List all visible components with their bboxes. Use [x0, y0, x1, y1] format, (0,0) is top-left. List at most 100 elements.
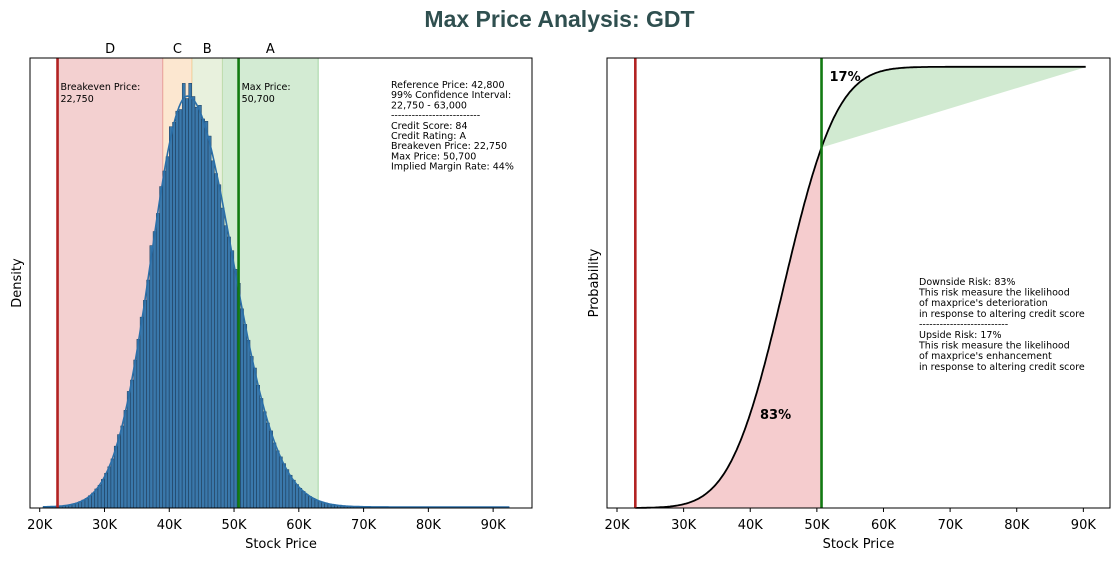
max-price-line-label: Max Price: — [242, 82, 291, 93]
histogram-bar — [275, 450, 280, 509]
x-tick-label: 50K — [804, 518, 830, 533]
histogram-bar — [217, 184, 222, 509]
histogram-bar — [227, 236, 231, 509]
x-tick-label: 80K — [1004, 518, 1030, 533]
histogram-bar — [288, 474, 293, 509]
x-tick-label: 70K — [351, 518, 377, 533]
info-line: Credit Score: 84 — [391, 121, 468, 132]
breakeven-line-value: 22,750 — [61, 94, 94, 105]
x-tick-label: 80K — [416, 518, 442, 533]
x-tick-label: 90K — [1071, 518, 1097, 533]
histogram-panel: D C B A Breakeven Price:22,750 Max Price:50,7… — [10, 42, 533, 552]
histogram-bar — [282, 463, 286, 509]
histogram-bar — [305, 494, 309, 509]
info-line: 99% Confidence Interval: — [391, 90, 511, 101]
histogram-bar — [130, 379, 134, 509]
histogram-bar — [301, 491, 306, 509]
x-tick-label: 20K — [27, 518, 53, 533]
histogram-bar — [220, 207, 225, 509]
x-axis-label: Stock Price — [823, 537, 895, 552]
histogram-bar — [308, 496, 312, 509]
histogram-bar — [175, 110, 180, 509]
info-line: 22,750 - 63,000 — [391, 100, 467, 111]
zone-label-a: A — [266, 42, 275, 57]
histogram-bar — [259, 398, 264, 509]
risk-info-line: -------------------------- — [919, 319, 1008, 330]
info-line: Breakeven Price: 22,750 — [391, 141, 507, 152]
x-tick-label: 20K — [604, 518, 630, 533]
histogram-bar — [198, 105, 202, 509]
histogram-bar — [243, 324, 248, 509]
histogram-bar — [295, 484, 299, 509]
histogram-bar — [279, 456, 283, 509]
histogram-bar — [185, 98, 189, 509]
y-axis-label: Density — [10, 258, 25, 308]
histogram-bar — [113, 445, 118, 509]
histogram-bar — [97, 484, 102, 509]
histogram-bar — [133, 359, 137, 509]
downside-percent: 83% — [760, 408, 791, 423]
histogram-bar — [214, 173, 218, 509]
histogram-bar — [139, 316, 144, 509]
plot-frame — [606, 57, 1111, 509]
histogram-bar — [285, 469, 290, 509]
x-tick-label: 50K — [221, 518, 247, 533]
risk-info-line: This risk measure the likelihood — [918, 341, 1070, 352]
histogram-bar — [233, 269, 238, 509]
x-tick-label: 90K — [481, 518, 507, 533]
plot-frame — [29, 57, 533, 509]
histogram-bar — [246, 339, 251, 509]
histogram-bar — [224, 225, 228, 509]
histogram-bar — [262, 411, 267, 509]
histogram-bar — [136, 338, 141, 509]
histogram-bar — [191, 96, 196, 509]
risk-info-line: Downside Risk: 83% — [919, 277, 1015, 288]
histogram-bar — [230, 250, 235, 509]
page-title: Max Price Analysis: GDT — [424, 6, 695, 32]
histogram-bar — [146, 279, 150, 509]
x-axis-label: Stock Price — [245, 537, 317, 552]
histogram-bar — [110, 458, 115, 509]
histogram-bar — [253, 367, 257, 509]
histogram-bar — [101, 479, 105, 509]
downside-area — [635, 147, 822, 508]
x-tick-label: 70K — [938, 518, 964, 533]
info-line: Implied Margin Rate: 44% — [391, 162, 514, 173]
info-line: Max Price: 50,700 — [391, 151, 476, 162]
histogram-bar — [194, 106, 199, 509]
kde-line — [43, 95, 510, 508]
cdf-panel: 17%83%Downside Risk: 83%This risk measur… — [587, 57, 1111, 552]
histogram-bar — [152, 231, 157, 509]
histogram-bar — [292, 479, 296, 509]
risk-info-line: of maxprice's deterioration — [919, 298, 1048, 309]
zone-label-b: B — [203, 42, 212, 57]
x-tick-label: 30K — [671, 518, 697, 533]
histogram-bar — [249, 356, 254, 509]
risk-info-line: in response to altering credit score — [919, 362, 1085, 373]
histogram-bar — [207, 135, 212, 509]
upside-area — [821, 66, 1087, 148]
risk-info-line: in response to altering credit score — [919, 309, 1085, 320]
histogram-bar — [107, 466, 112, 509]
histogram-bar — [269, 430, 273, 509]
x-tick-label: 30K — [92, 518, 118, 533]
info-line: Reference Price: 42,800 — [391, 80, 505, 91]
histogram-bar — [188, 83, 192, 509]
histogram-bar — [178, 109, 183, 509]
breakeven-line-label: Breakeven Price: — [61, 82, 141, 93]
histogram-bar — [156, 213, 160, 509]
risk-info-line: of maxprice's enhancement — [919, 351, 1052, 362]
x-tick-label: 60K — [286, 518, 312, 533]
histogram-bar — [311, 498, 316, 509]
histogram-bar — [143, 300, 147, 509]
histogram-bar — [201, 118, 205, 509]
x-tick-label: 40K — [157, 518, 183, 533]
histogram-bar — [181, 83, 186, 509]
histogram-bar — [149, 245, 154, 509]
info-line: Credit Rating: A — [391, 131, 466, 142]
histogram-bar — [120, 425, 124, 509]
histogram-bar — [162, 170, 167, 509]
histogram-bar — [159, 186, 163, 509]
histogram-bar — [266, 422, 270, 509]
